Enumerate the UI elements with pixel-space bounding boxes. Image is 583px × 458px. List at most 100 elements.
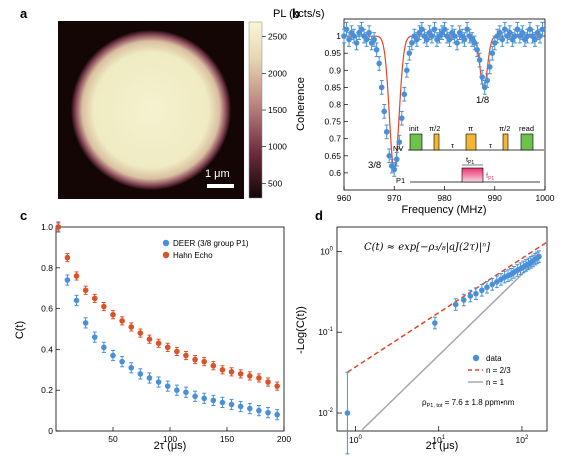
deer-point — [274, 409, 280, 421]
panel-d-ytick-label: 10-1 — [318, 327, 333, 337]
panel-b-xtick-label: 980 — [437, 193, 451, 203]
pulse-pi — [465, 133, 477, 151]
deer-point — [101, 341, 107, 353]
hahn-echo-point-marker — [91, 295, 98, 302]
panel-b-point-marker — [351, 33, 357, 39]
hahn-echo-point — [64, 253, 71, 263]
hahn-echo-point-marker — [237, 371, 244, 377]
deer-point-marker — [237, 403, 244, 410]
panel-c-ytick-label: 0.6 — [41, 304, 53, 314]
deer-point — [201, 392, 207, 404]
panel-b-point-marker — [489, 50, 496, 56]
panel-d-ytick-base: 10 — [320, 246, 330, 256]
panel-d-xtick-base: 10 — [432, 435, 442, 445]
hahn-echo-point — [128, 322, 135, 332]
panel-b-point-marker — [539, 26, 546, 33]
panel-d-point — [452, 298, 459, 311]
colorbar-tick-label: 2500 — [268, 32, 287, 42]
panel-label-c: c — [20, 208, 27, 223]
deer-point-marker — [73, 297, 80, 304]
pulse-p1-label: P1 — [396, 176, 405, 185]
deer-point — [73, 294, 80, 307]
pulse-pi2-a — [433, 133, 440, 151]
panel-b-point — [537, 28, 543, 44]
colorbar-title: PL (kcts/s) — [273, 8, 325, 20]
hahn-echo-point-marker — [55, 224, 62, 230]
panel-b-point-marker — [376, 60, 382, 67]
colorbar-tick-label: 2000 — [268, 68, 287, 78]
hahn-echo-point-marker — [265, 379, 271, 385]
deer-point — [146, 372, 153, 384]
panel-b-point — [373, 42, 380, 58]
panel-b-point — [461, 32, 468, 47]
panel-b-point-marker — [502, 26, 508, 33]
hahn-echo-point — [174, 346, 180, 357]
panel-b-point-marker — [381, 108, 388, 115]
panel-b-fit-line — [344, 35, 545, 171]
fit-line-n1 — [361, 259, 538, 431]
deer-point-marker — [101, 344, 107, 351]
panel-b-point-marker — [404, 67, 410, 74]
hahn-echo-point — [256, 373, 262, 383]
panel-d-point-marker — [432, 320, 438, 326]
deer-point — [237, 400, 244, 413]
hahn-echo-point-marker — [110, 311, 116, 318]
panel-b-point-marker — [464, 26, 470, 33]
scale-bar — [207, 184, 234, 188]
deer-point-marker — [256, 407, 262, 414]
panel-b-point — [351, 28, 357, 44]
panel-d-rho-annotation: ρP1, tot = 7.6 ± 1.8 ppm•nm — [422, 398, 515, 409]
panel-c-ytick-label: 0.4 — [41, 344, 53, 354]
panel-b-plot: 960 970 980 990 1000 1 0.95 0.9 0.85 0.8 0.75 0.7 0.… — [295, 18, 555, 216]
panel-d-point — [498, 273, 504, 286]
panel-b-point — [502, 21, 508, 37]
panel-b-ytick-label: 0.9 — [329, 65, 341, 75]
panel-c-frame — [55, 226, 285, 432]
panel-b-point-marker — [358, 26, 365, 33]
deer-point-marker — [64, 277, 71, 283]
panel-d-ytick-label: 100 — [320, 246, 333, 256]
deer-point — [155, 376, 162, 388]
panel-b-point-marker — [341, 33, 347, 39]
panel-b-point — [489, 45, 496, 61]
deer-point-marker — [82, 320, 89, 326]
panel-b-point-marker — [378, 84, 385, 91]
panel-label-a: a — [20, 6, 28, 21]
panel-b-point-marker — [524, 33, 531, 39]
colorbar-gradient — [248, 21, 263, 199]
panel-b-point-marker — [401, 91, 408, 98]
panel-c-data — [55, 221, 280, 421]
panel-b-point-marker — [461, 36, 468, 43]
deer-point — [119, 356, 125, 368]
pl-map: 1 μm — [58, 21, 244, 199]
panel-b-point-marker — [476, 57, 483, 63]
hahn-echo-point-marker — [274, 383, 280, 389]
panel-d-point-marker — [467, 293, 474, 299]
panel-b-point-marker — [451, 33, 458, 39]
panel-b-point — [376, 56, 382, 71]
panel-b-point-marker — [419, 26, 425, 33]
panel-b-point — [346, 32, 352, 47]
deer-point-marker — [91, 334, 98, 340]
panel-d-point-marker — [536, 253, 542, 260]
panel-b-point-marker — [519, 29, 526, 36]
panel-d-point — [511, 266, 517, 279]
legend-label-deer: DEER (3/8 group P1) — [173, 239, 249, 248]
fp1-label: fP1 — [486, 171, 494, 182]
panel-b-xtick-label: 960 — [337, 193, 351, 203]
panel-d-point — [536, 250, 542, 263]
panel-b-point — [343, 21, 350, 37]
legend-marker-hahn — [162, 251, 170, 259]
panel-c-ticks: 50 100 150 200 0 0.2 0.4 0.6 0.8 1.0 — [41, 222, 291, 444]
panel-d-ytick-exp: -2 — [328, 408, 334, 414]
hahn-echo-point — [219, 365, 226, 375]
pulse-tau-b-label: τ — [489, 141, 492, 150]
panel-b-point — [484, 73, 491, 88]
pl-disk — [71, 30, 231, 190]
panel-b-ytick-label: 0.95 — [324, 48, 341, 58]
panel-c-ytick-label: 0.8 — [41, 263, 53, 273]
panel-b-point-marker — [507, 29, 513, 36]
deer-point-marker — [201, 395, 207, 402]
deer-point — [228, 398, 235, 411]
panel-b-point-marker — [424, 36, 430, 43]
